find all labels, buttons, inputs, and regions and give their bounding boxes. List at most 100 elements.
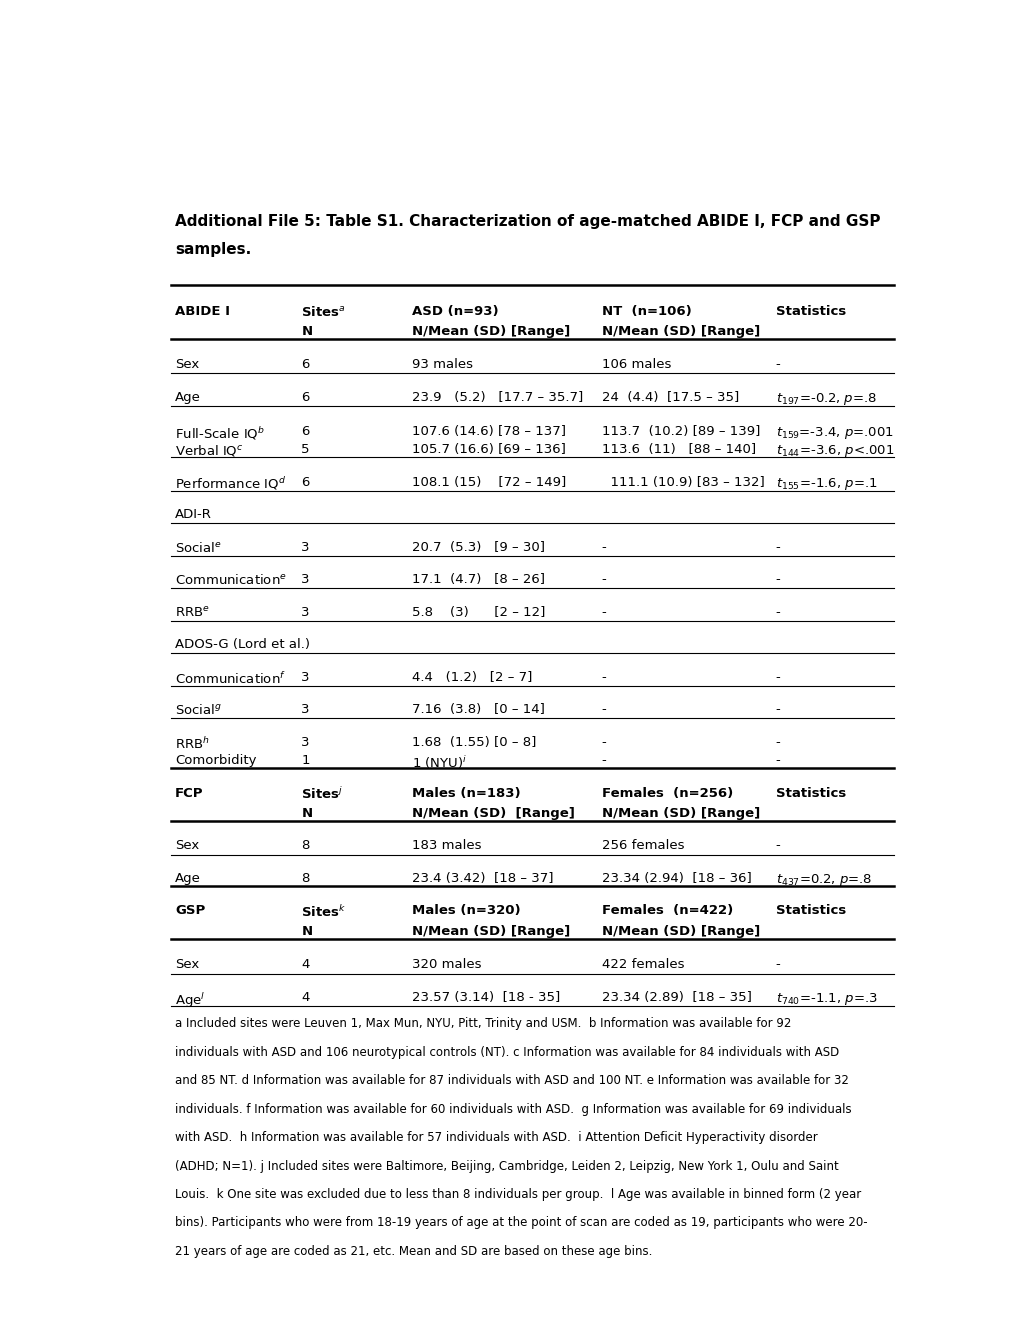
Text: Sites$^a$: Sites$^a$ bbox=[302, 305, 345, 318]
Text: 21 years of age are coded as 21, etc. Mean and SD are based on these age bins.: 21 years of age are coded as 21, etc. Me… bbox=[175, 1245, 652, 1258]
Text: ADI-R: ADI-R bbox=[175, 508, 212, 521]
Text: ADOS-G (Lord et al.): ADOS-G (Lord et al.) bbox=[175, 638, 310, 651]
Text: Comorbidity: Comorbidity bbox=[175, 754, 256, 767]
Text: 105.7 (16.6) [69 – 136]: 105.7 (16.6) [69 – 136] bbox=[412, 444, 566, 455]
Text: a Included sites were Leuven 1, Max Mun, NYU, Pitt, Trinity and USM.  b Informat: a Included sites were Leuven 1, Max Mun,… bbox=[175, 1018, 791, 1030]
Text: Additional File 5: Table S1. Characterization of age-matched ABIDE I, FCP and GS: Additional File 5: Table S1. Characteriz… bbox=[175, 214, 879, 230]
Text: samples.: samples. bbox=[175, 242, 251, 257]
Text: 93 males: 93 males bbox=[412, 358, 473, 371]
Text: N/Mean (SD) [Range]: N/Mean (SD) [Range] bbox=[412, 925, 570, 937]
Text: 108.1 (15)    [72 – 149]: 108.1 (15) [72 – 149] bbox=[412, 475, 566, 488]
Text: 7.16  (3.8)   [0 – 14]: 7.16 (3.8) [0 – 14] bbox=[412, 704, 544, 717]
Text: 4.4   (1.2)   [2 – 7]: 4.4 (1.2) [2 – 7] bbox=[412, 671, 532, 684]
Text: 6: 6 bbox=[302, 475, 310, 488]
Text: -: - bbox=[775, 573, 780, 586]
Text: 6: 6 bbox=[302, 425, 310, 438]
Text: -: - bbox=[775, 671, 780, 684]
Text: Males (n=183): Males (n=183) bbox=[412, 787, 520, 800]
Text: 4: 4 bbox=[302, 958, 310, 972]
Text: Age: Age bbox=[175, 873, 201, 884]
Text: with ASD.  h Information was available for 57 individuals with ASD.  i Attention: with ASD. h Information was available fo… bbox=[175, 1131, 817, 1144]
Text: 8: 8 bbox=[302, 840, 310, 853]
Text: 3: 3 bbox=[302, 704, 310, 717]
Text: -: - bbox=[601, 704, 606, 717]
Text: 8: 8 bbox=[302, 873, 310, 884]
Text: 23.4 (3.42)  [18 – 37]: 23.4 (3.42) [18 – 37] bbox=[412, 873, 553, 884]
Text: 3: 3 bbox=[302, 606, 310, 619]
Text: -: - bbox=[775, 754, 780, 767]
Text: RRB$^h$: RRB$^h$ bbox=[175, 735, 210, 751]
Text: 3: 3 bbox=[302, 735, 310, 748]
Text: -: - bbox=[601, 735, 606, 748]
Text: 106 males: 106 males bbox=[601, 358, 671, 371]
Text: Females  (n=256): Females (n=256) bbox=[601, 787, 733, 800]
Text: Females  (n=422): Females (n=422) bbox=[601, 904, 733, 917]
Text: -: - bbox=[775, 541, 780, 553]
Text: 1.68  (1.55) [0 – 8]: 1.68 (1.55) [0 – 8] bbox=[412, 735, 536, 748]
Text: 4: 4 bbox=[302, 991, 310, 1003]
Text: Statistics: Statistics bbox=[775, 787, 845, 800]
Text: RRB$^e$: RRB$^e$ bbox=[175, 606, 210, 619]
Text: 1 (NYU)$^i$: 1 (NYU)$^i$ bbox=[412, 754, 467, 771]
Text: Full-Scale IQ$^b$: Full-Scale IQ$^b$ bbox=[175, 425, 265, 442]
Text: 17.1  (4.7)   [8 – 26]: 17.1 (4.7) [8 – 26] bbox=[412, 573, 544, 586]
Text: 23.34 (2.89)  [18 – 35]: 23.34 (2.89) [18 – 35] bbox=[601, 991, 751, 1003]
Text: 422 females: 422 females bbox=[601, 958, 684, 972]
Text: -: - bbox=[601, 671, 606, 684]
Text: 111.1 (10.9) [83 – 132]: 111.1 (10.9) [83 – 132] bbox=[601, 475, 764, 488]
Text: 23.57 (3.14)  [18 - 35]: 23.57 (3.14) [18 - 35] bbox=[412, 991, 559, 1003]
Text: 23.34 (2.94)  [18 – 36]: 23.34 (2.94) [18 – 36] bbox=[601, 873, 751, 884]
Text: $t_{740}$=-1.1, $p$=.3: $t_{740}$=-1.1, $p$=.3 bbox=[775, 991, 876, 1007]
Text: 113.7  (10.2) [89 – 139]: 113.7 (10.2) [89 – 139] bbox=[601, 425, 759, 438]
Text: Verbal IQ$^c$: Verbal IQ$^c$ bbox=[175, 444, 244, 458]
Text: $t_{197}$=-0.2, $p$=.8: $t_{197}$=-0.2, $p$=.8 bbox=[775, 391, 875, 407]
Text: -: - bbox=[775, 358, 780, 371]
Text: N/Mean (SD) [Range]: N/Mean (SD) [Range] bbox=[601, 925, 759, 937]
Text: -: - bbox=[601, 606, 606, 619]
Text: individuals. f Information was available for 60 individuals with ASD.  g Informa: individuals. f Information was available… bbox=[175, 1102, 851, 1115]
Text: 5: 5 bbox=[302, 444, 310, 455]
Text: 3: 3 bbox=[302, 541, 310, 553]
Text: 24  (4.4)  [17.5 – 35]: 24 (4.4) [17.5 – 35] bbox=[601, 391, 739, 404]
Text: 3: 3 bbox=[302, 573, 310, 586]
Text: Sex: Sex bbox=[175, 958, 199, 972]
Text: NT  (n=106): NT (n=106) bbox=[601, 305, 691, 318]
Text: Males (n=320): Males (n=320) bbox=[412, 904, 520, 917]
Text: -: - bbox=[775, 704, 780, 717]
Text: Sex: Sex bbox=[175, 840, 199, 853]
Text: 320 males: 320 males bbox=[412, 958, 481, 972]
Text: 256 females: 256 females bbox=[601, 840, 684, 853]
Text: individuals with ASD and 106 neurotypical controls (NT). c Information was avail: individuals with ASD and 106 neurotypica… bbox=[175, 1045, 839, 1059]
Text: N/Mean (SD) [Range]: N/Mean (SD) [Range] bbox=[601, 325, 759, 338]
Text: -: - bbox=[601, 754, 606, 767]
Text: $t_{155}$=-1.6, $p$=.1: $t_{155}$=-1.6, $p$=.1 bbox=[775, 475, 876, 491]
Text: ABIDE I: ABIDE I bbox=[175, 305, 229, 318]
Text: -: - bbox=[775, 840, 780, 853]
Text: Sites$^k$: Sites$^k$ bbox=[302, 904, 346, 920]
Text: Age$^l$: Age$^l$ bbox=[175, 991, 205, 1010]
Text: 6: 6 bbox=[302, 391, 310, 404]
Text: Age: Age bbox=[175, 391, 201, 404]
Text: (ADHD; N=1). j Included sites were Baltimore, Beijing, Cambridge, Leiden 2, Leip: (ADHD; N=1). j Included sites were Balti… bbox=[175, 1159, 838, 1172]
Text: $t_{159}$=-3.4, $p$=.001: $t_{159}$=-3.4, $p$=.001 bbox=[775, 425, 893, 441]
Text: 107.6 (14.6) [78 – 137]: 107.6 (14.6) [78 – 137] bbox=[412, 425, 566, 438]
Text: GSP: GSP bbox=[175, 904, 205, 917]
Text: -: - bbox=[601, 541, 606, 553]
Text: Performance IQ$^d$: Performance IQ$^d$ bbox=[175, 475, 286, 492]
Text: Communication$^e$: Communication$^e$ bbox=[175, 573, 286, 587]
Text: -: - bbox=[775, 958, 780, 972]
Text: 183 males: 183 males bbox=[412, 840, 481, 853]
Text: Louis.  k One site was excluded due to less than 8 individuals per group.  l Age: Louis. k One site was excluded due to le… bbox=[175, 1188, 860, 1201]
Text: 6: 6 bbox=[302, 358, 310, 371]
Text: 113.6  (11)   [88 – 140]: 113.6 (11) [88 – 140] bbox=[601, 444, 755, 455]
Text: Sex: Sex bbox=[175, 358, 199, 371]
Text: Social$^e$: Social$^e$ bbox=[175, 541, 221, 554]
Text: 5.8    (3)      [2 – 12]: 5.8 (3) [2 – 12] bbox=[412, 606, 545, 619]
Text: bins). Participants who were from 18-19 years of age at the point of scan are co: bins). Participants who were from 18-19 … bbox=[175, 1217, 867, 1229]
Text: -: - bbox=[775, 606, 780, 619]
Text: Social$^g$: Social$^g$ bbox=[175, 704, 222, 717]
Text: N/Mean (SD) [Range]: N/Mean (SD) [Range] bbox=[601, 807, 759, 820]
Text: Statistics: Statistics bbox=[775, 305, 845, 318]
Text: FCP: FCP bbox=[175, 787, 203, 800]
Text: Communication$^f$: Communication$^f$ bbox=[175, 671, 285, 686]
